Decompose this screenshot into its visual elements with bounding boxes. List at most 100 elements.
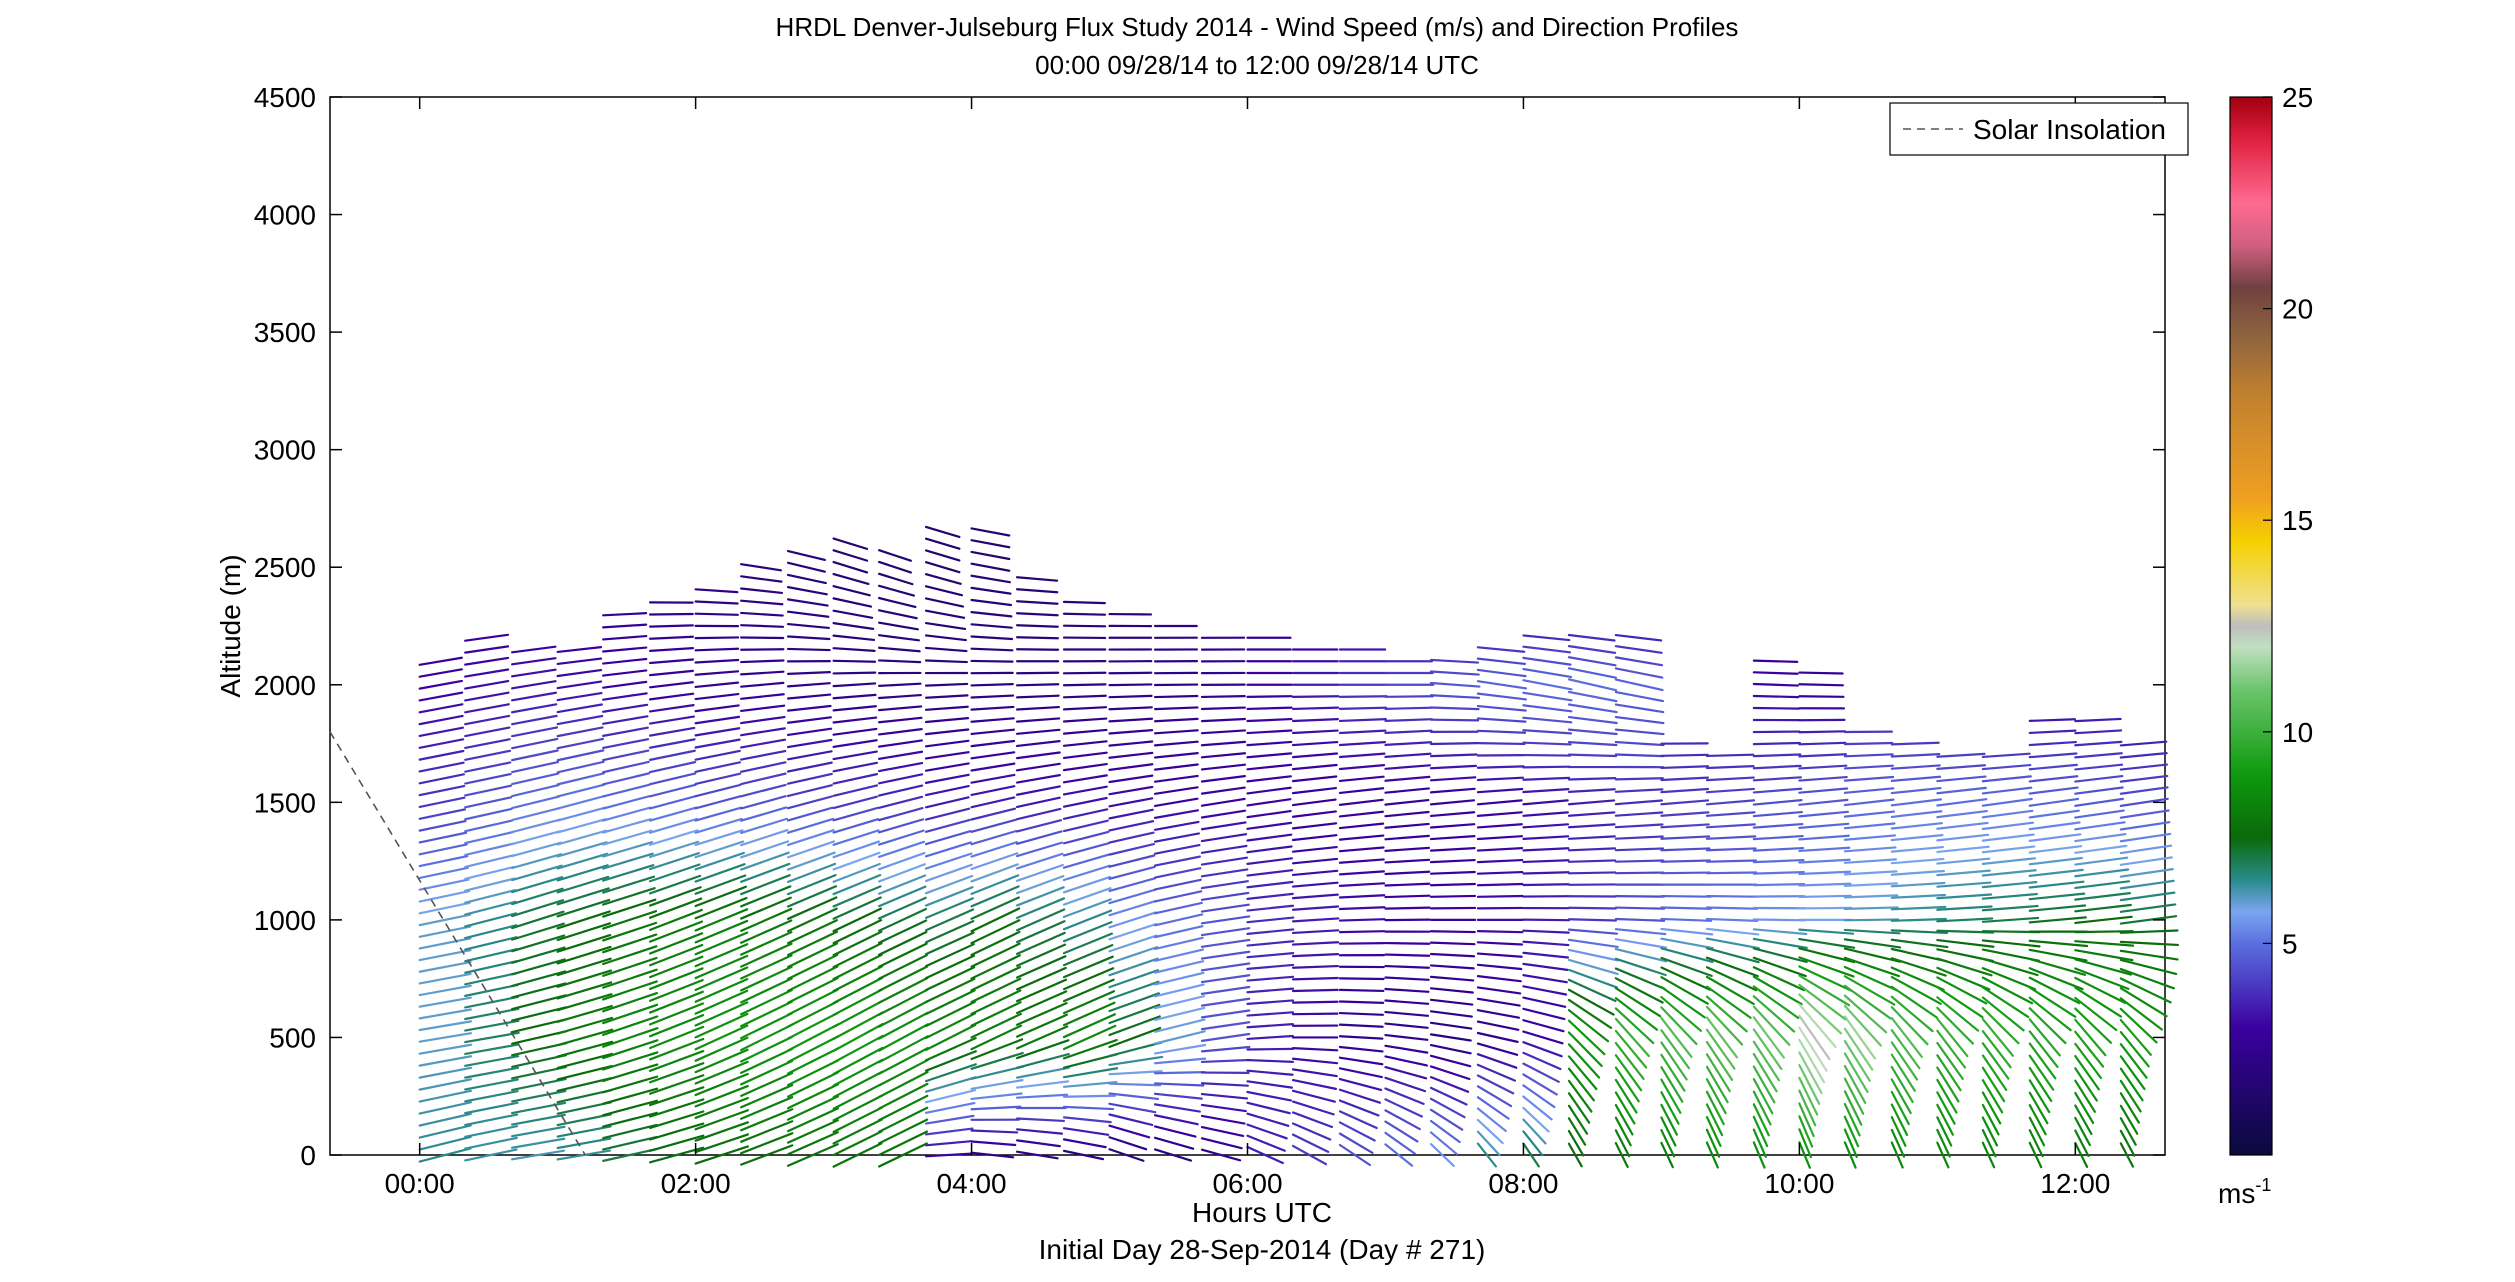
wind-barb <box>1798 1089 1817 1127</box>
wind-barb <box>740 907 793 932</box>
wind-barb <box>1752 682 1799 687</box>
wind-barb <box>1476 952 1523 958</box>
wind-barb <box>1291 845 1338 853</box>
wind-barb <box>1981 892 2038 900</box>
wind-barb <box>1843 906 1899 910</box>
wind-barb <box>1614 1091 1636 1125</box>
wind-barb <box>1843 928 1901 935</box>
wind-barb <box>1108 957 1159 977</box>
wind-barb <box>464 1113 519 1127</box>
wind-barb <box>1936 986 1984 1019</box>
wind-barb <box>648 886 702 907</box>
wind-barb <box>1981 869 2037 877</box>
wind-barb <box>556 795 606 810</box>
wind-barb <box>1705 1141 1719 1169</box>
wind-barb <box>464 948 519 963</box>
wind-barb <box>970 1051 1024 1070</box>
wind-barb <box>694 1072 749 1097</box>
wind-barb <box>511 1149 566 1161</box>
wind-barb <box>878 705 923 712</box>
wind-barb <box>1843 787 1895 794</box>
wind-barb <box>1246 1034 1294 1041</box>
wind-barb <box>1200 1148 1242 1162</box>
wind-barb <box>740 989 793 1016</box>
wind-barb <box>1338 764 1386 771</box>
wind-barb <box>694 1036 749 1062</box>
wind-barb <box>1015 1093 1069 1099</box>
wind-barb <box>1660 823 1710 829</box>
wind-barb <box>1291 834 1338 842</box>
wind-barb <box>1338 1132 1374 1154</box>
wind-barb <box>1936 966 1991 991</box>
wind-barb <box>1890 869 1946 876</box>
wind-barb <box>418 703 464 714</box>
wind-barb <box>694 738 741 749</box>
wind-barb <box>1936 957 1993 977</box>
wind-barb <box>1843 822 1896 830</box>
wind-barb <box>1614 957 1667 977</box>
wind-barb <box>924 841 972 858</box>
wind-barb <box>648 1062 705 1084</box>
wind-barb <box>2074 833 2127 843</box>
wind-barb <box>1015 671 1060 675</box>
wind-barb <box>1246 798 1292 807</box>
wind-barb <box>1429 706 1480 711</box>
wind-barb <box>1522 1106 1550 1133</box>
wind-barbs <box>418 525 2180 1169</box>
wind-barb <box>1936 833 1990 842</box>
wind-barb <box>602 818 652 834</box>
wind-barb <box>1476 894 1524 898</box>
wind-barb <box>1705 927 1760 936</box>
wind-barb <box>878 954 928 980</box>
wind-barb <box>1153 890 1203 903</box>
wind-barb <box>2119 1104 2139 1135</box>
wind-barb <box>1522 940 1570 947</box>
wind-barb <box>924 1050 977 1072</box>
wind-barb <box>1384 1066 1428 1080</box>
wind-barb <box>1246 1134 1286 1152</box>
wind-barb <box>1429 681 1481 688</box>
wind-barb <box>1476 1107 1507 1133</box>
wind-barb <box>1200 809 1247 819</box>
wind-barb <box>1981 916 2040 923</box>
colorbar-unit-exponent: -1 <box>2255 1175 2271 1195</box>
wind-barb <box>1062 612 1107 616</box>
wind-barb <box>1108 854 1156 868</box>
wind-barb <box>2028 845 2083 854</box>
wind-barb <box>832 622 875 630</box>
wind-barb <box>1522 776 1571 781</box>
wind-barb <box>1108 797 1154 808</box>
wind-barb <box>1108 911 1157 929</box>
wind-barb <box>694 658 740 664</box>
wind-barb <box>1200 740 1247 747</box>
wind-barb <box>556 829 608 846</box>
wind-barb <box>648 863 701 883</box>
wind-barb <box>1798 906 1853 910</box>
wind-barb <box>1153 843 1201 855</box>
wind-barb <box>970 1024 1023 1051</box>
wind-barb <box>1705 1016 1739 1059</box>
wind-barb <box>1567 1104 1589 1135</box>
wind-barb <box>878 896 927 920</box>
wind-barb <box>878 1047 929 1075</box>
wind-barb <box>740 977 793 1004</box>
wind-barb <box>2119 809 2170 819</box>
wind-barb <box>786 761 833 773</box>
wind-barb <box>786 873 837 896</box>
wind-barb <box>1429 1054 1472 1068</box>
wind-barb <box>1108 831 1155 844</box>
wind-barb <box>2074 740 2123 747</box>
wind-barb <box>1752 956 1807 978</box>
wind-barb <box>1522 1073 1558 1096</box>
wind-barb <box>1705 1078 1727 1115</box>
wind-barb <box>1384 894 1431 899</box>
wind-barb <box>2074 1007 2113 1044</box>
wind-barb <box>1522 645 1571 654</box>
wind-barb <box>1936 938 1995 948</box>
wind-barb <box>1522 974 1568 984</box>
wind-barb <box>418 738 465 749</box>
wind-barb <box>1936 1029 1967 1069</box>
x-tick-label: 10:00 <box>1764 1168 1834 1199</box>
wind-barb <box>2119 940 2180 947</box>
wind-barb <box>970 989 1022 1015</box>
